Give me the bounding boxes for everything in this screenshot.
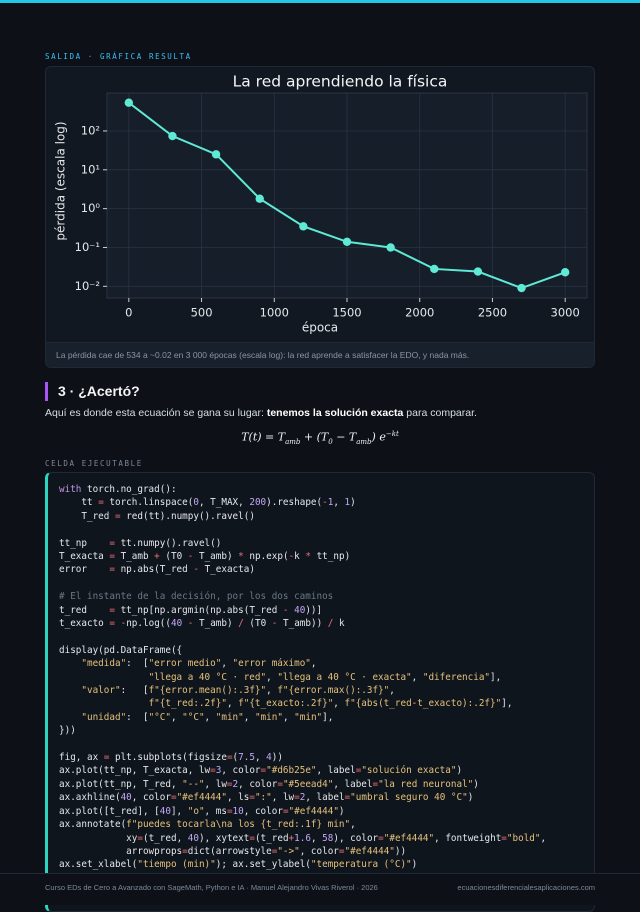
code-line: tt_np = tt.numpy().ravel() [59, 537, 222, 549]
data-point [386, 243, 395, 252]
eq-part: T(t) = T [241, 430, 286, 444]
code-line: "medida": ["error medio", "error máximo"… [81, 658, 317, 670]
x-tick-label: 2500 [478, 306, 507, 320]
code-line: ax.axhline(40, color="#ef4444", ls=":", … [59, 792, 474, 804]
code-line: ax.plot(tt_np, T_exacta, lw=3, color="#d… [59, 765, 463, 777]
chart: La red aprendiendo la física época pérdi… [54, 73, 588, 335]
eq-sub: amb [356, 437, 372, 446]
data-point [168, 131, 177, 141]
cell-label: CELDA EJECUTABLE [45, 459, 143, 468]
section-heading: 3 · ¿Acertó? [45, 382, 140, 401]
code-line: display(pd.DataFrame({ [59, 644, 183, 656]
x-tick-label: 3000 [551, 306, 580, 320]
code-line: t_red = tt_np[np.argmin(np.abs(T_red - 4… [59, 604, 323, 616]
code-block: with torch.no_grad(): tt = torch.linspac… [59, 483, 594, 523]
x-tick-label: 1000 [260, 306, 289, 320]
y-tick-label: 10¹ [81, 162, 100, 176]
code-line: "valor": [f"{error.mean():.3f}", f"{erro… [81, 685, 395, 697]
x-tick-label: 0 [125, 306, 132, 320]
data-point [342, 237, 352, 246]
code-line: "llega a 40 °C · red", "llega a 40 °C · … [148, 671, 502, 683]
code-line: arrowprops=dict(arrowstyle="->", color="… [59, 845, 407, 857]
y-tick-label: 10⁻¹ [75, 240, 100, 254]
code-cell: with torch.no_grad(): tt = torch.linspac… [45, 472, 595, 912]
code-line: xy=(t_red, 40), xytext=(t_red+1.6, 58), … [59, 832, 547, 844]
footer-right: ecuacionesdiferencialesaplicaciones.com [457, 883, 595, 892]
chart-card: La red aprendiendo la física época pérdi… [45, 66, 595, 368]
code-line: ax.set_xlabel("tiempo (min)"); ax.set_yl… [59, 859, 418, 871]
code-block: fig, ax = plt.subplots(figsize=(7.5, 4))… [59, 751, 594, 872]
data-point [560, 268, 570, 277]
x-tick-label: 1500 [332, 306, 361, 320]
y-tick-label: 10² [81, 123, 100, 137]
code-line: })) [59, 725, 76, 737]
code-line: fig, ax = plt.subplots(figsize=(7.5, 4)) [59, 752, 283, 764]
eq-part: ) e [371, 430, 386, 444]
x-tick-label: 2000 [405, 306, 434, 320]
code-block: tt_np = tt.numpy().ravel() T_exacta = T_a… [59, 537, 594, 577]
code-line: ax.plot([t_red], [40], "o", ms=10, color… [59, 805, 345, 817]
bold-text: tenemos la solución exacta [266, 407, 404, 419]
code-line: T_red = red(tt).numpy().ravel() [59, 510, 255, 522]
code-line: error = np.abs(T_red - T_exacta) [59, 564, 255, 576]
data-point [299, 222, 308, 231]
data-point [517, 283, 526, 293]
x-tick-label: 500 [191, 306, 213, 320]
data-point [473, 267, 483, 276]
chart-caption: La pérdida cae de 534 a ~0.02 en 3 000 é… [46, 342, 594, 367]
code: with torch.no_grad(): tt = torch.linspac… [59, 483, 594, 872]
text: para comparar. [403, 407, 477, 419]
code-line: ax.annotate(f"puedes tocarla\na los {t_r… [59, 819, 356, 831]
footer-left: Curso EDs de Cero a Avanzado con SageMat… [45, 883, 378, 892]
code-line: tt = torch.linspace(0, T_MAX, 200).resha… [59, 497, 356, 509]
code-line: # El instante de la decisión, por los do… [59, 591, 334, 603]
text: Aquí es donde esta ecuación se gana su l… [45, 407, 267, 419]
eyebrow: SALIDA · GRÁFICA RESULTA [45, 52, 192, 61]
code-line: f"{t_red:.2f}", f"{t_exacto:.2f}", f"{ab… [148, 698, 513, 710]
data-point [255, 194, 264, 203]
y-axis-label: pérdida (escala log) [54, 121, 68, 240]
eq-sub: amb [285, 437, 301, 446]
code-block: # El instante de la decisión, por los do… [59, 590, 594, 630]
y-tick-label: 10⁰ [81, 201, 101, 215]
eq-sup: −kt [385, 430, 399, 438]
data-point [211, 150, 221, 159]
eq-part: − T [332, 430, 357, 444]
footer: Curso EDs de Cero a Avanzado con SageMat… [0, 873, 640, 905]
y-tick-label: 10⁻² [75, 279, 100, 293]
paragraph: Aquí es donde esta ecuación se gana su l… [45, 407, 477, 419]
top-bar [0, 0, 640, 3]
code-line: ax.plot(tt_np, T_red, "--", lw=2, color=… [59, 778, 479, 790]
eq-part: + (T [300, 430, 329, 444]
equation: T(t) = Tamb + (T0 − Tamb) e−kt [0, 430, 640, 446]
data-point [124, 98, 134, 107]
code-line: T_exacta = T_amb + (T0 - T_amb) * np.exp… [59, 551, 351, 563]
eq-sub: 0 [328, 437, 333, 446]
code-line: "unidad": ["°C", "°C", "min", "min", "mi… [81, 711, 334, 723]
code-line: t_exacto = -np.log((40 - T_amb) / (T0 - … [59, 618, 345, 630]
data-point [430, 264, 439, 274]
x-axis-label: época [302, 321, 338, 335]
chart-title: La red aprendiendo la física [233, 73, 448, 91]
code-line: with torch.no_grad(): [59, 484, 177, 495]
code-block: display(pd.DataFrame({ "medida": ["error… [59, 644, 594, 738]
